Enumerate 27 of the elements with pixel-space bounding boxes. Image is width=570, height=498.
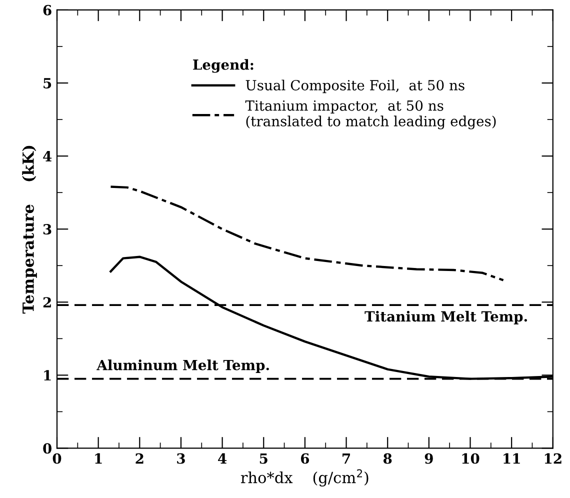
x-tick-label: 7 — [342, 453, 350, 464]
y-tick-label: 0 — [43, 443, 52, 454]
y-tick-label: 5 — [44, 78, 52, 88]
x-tick-label: 8 — [383, 453, 392, 464]
y-tick-label: 4 — [43, 151, 52, 162]
x-tick-label: 1 — [95, 453, 102, 464]
x-tick-label: 12 — [544, 453, 562, 464]
x-tick-label: 6 — [300, 453, 310, 464]
y-tick-label: 1 — [44, 370, 51, 380]
x-tick-label: 4 — [218, 453, 227, 464]
y-tick-label: 2 — [43, 297, 51, 308]
y-axis-title: Temperature (kK) — [22, 146, 37, 314]
x-tick-label: 0 — [52, 453, 62, 464]
legend-label: Usual Composite Foil, at 50 ns — [246, 80, 464, 94]
x-tick-label: 10 — [462, 453, 480, 464]
legend-label: Titanium impactor, at 50 ns (translated to match leading edges) — [245, 100, 496, 130]
y-tick-label: 6 — [43, 4, 52, 16]
ref-line-label: Aluminum Melt Temp. — [96, 360, 269, 373]
x-axis-title: rho*dx (g/cm$^{2}$) — [240, 469, 368, 486]
x-tick-label: 5 — [260, 453, 268, 464]
x-tick-label: 3 — [177, 453, 185, 464]
legend-title: Legend: — [193, 59, 254, 73]
ref-line-label: Titanium Melt Temp. — [364, 310, 527, 324]
x-tick-label: 2 — [136, 453, 144, 464]
y-tick-label: 3 — [43, 224, 52, 235]
x-tick-label: 9 — [424, 453, 433, 464]
x-tick-label: 11 — [504, 453, 520, 464]
